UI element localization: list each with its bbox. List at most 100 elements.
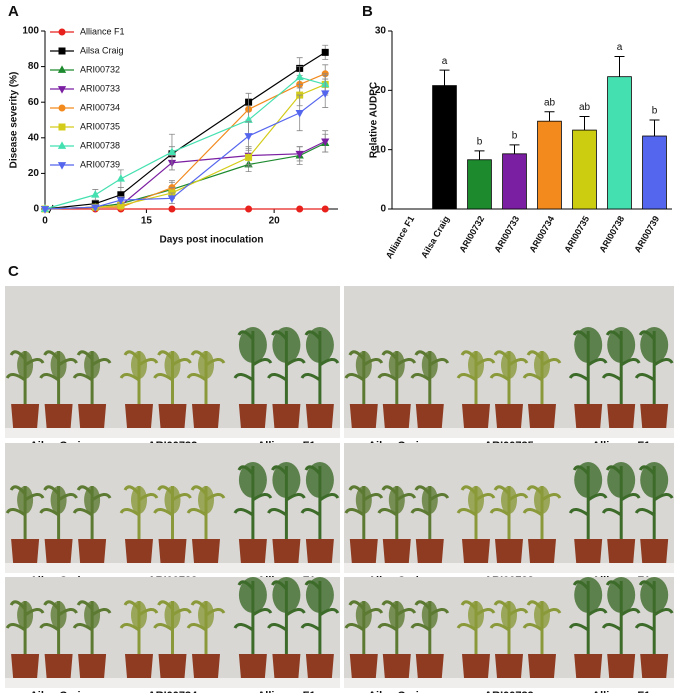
foliage xyxy=(388,601,405,629)
marker xyxy=(116,174,126,182)
bar xyxy=(467,159,492,210)
foliage xyxy=(84,486,101,514)
pot xyxy=(607,539,636,563)
marker xyxy=(58,123,66,131)
marker xyxy=(245,205,253,213)
shelf xyxy=(5,428,340,438)
y-tick-label: 10 xyxy=(375,144,387,155)
pot xyxy=(192,654,220,678)
significance-letter: b xyxy=(512,131,518,142)
shelf xyxy=(5,678,340,688)
marker xyxy=(321,138,330,146)
series-line xyxy=(44,142,326,210)
x-tick-label: 20 xyxy=(269,216,281,227)
foliage xyxy=(534,351,550,379)
pot xyxy=(11,539,40,563)
x-axis-label: Days post inoculation xyxy=(160,235,264,246)
bar xyxy=(607,76,632,210)
x-tick-label: ARI00739 xyxy=(632,214,661,254)
marker xyxy=(321,90,330,98)
pot xyxy=(305,404,334,428)
foliage xyxy=(164,486,181,514)
marker xyxy=(321,48,329,56)
pot xyxy=(192,404,220,428)
foliage xyxy=(640,577,669,613)
pot xyxy=(462,404,490,428)
marker xyxy=(58,104,66,112)
bar xyxy=(572,129,597,210)
legend-label: ARI00733 xyxy=(80,83,120,93)
shelf xyxy=(5,563,340,573)
shelf xyxy=(344,428,674,438)
pot xyxy=(44,539,73,563)
significance-letter: b xyxy=(477,136,483,147)
significance-letter: a xyxy=(442,56,448,67)
x-tick-label: 0 xyxy=(42,216,48,227)
x-tick-label: 15 xyxy=(141,216,153,227)
y-axis-label: Disease severity (%) xyxy=(9,72,20,169)
foliage xyxy=(607,577,636,613)
x-tick-label: ARI00738 xyxy=(597,214,626,254)
shelf xyxy=(344,678,674,688)
foliage xyxy=(501,486,517,514)
pot xyxy=(462,654,490,678)
x-tick-label: Alliance F1 xyxy=(384,214,416,260)
pot xyxy=(238,654,267,678)
y-tick-label: 40 xyxy=(28,132,40,143)
foliage xyxy=(17,601,34,629)
x-tick-label: Ailsa Craig xyxy=(419,214,451,260)
foliage xyxy=(305,462,334,498)
foliage xyxy=(574,327,603,363)
foliage xyxy=(305,327,334,363)
pot xyxy=(11,404,40,428)
pot xyxy=(44,404,73,428)
marker xyxy=(168,205,176,213)
foliage xyxy=(238,327,267,363)
error-bar xyxy=(544,111,555,122)
plant xyxy=(267,330,306,406)
photo-label: Alliance F1 xyxy=(257,690,315,693)
pot xyxy=(158,654,187,678)
shelf xyxy=(344,563,674,573)
pot xyxy=(528,404,556,428)
photo-label: ARI00739 xyxy=(484,690,534,693)
marker xyxy=(321,205,329,213)
panel-label: B xyxy=(362,3,373,20)
foliage xyxy=(468,351,484,379)
plant xyxy=(568,465,608,541)
bar xyxy=(502,153,527,210)
photo-label: Alliance F1 xyxy=(592,690,650,693)
pot xyxy=(574,404,603,428)
pot xyxy=(382,404,411,428)
bar xyxy=(642,135,667,210)
marker xyxy=(295,150,304,159)
foliage xyxy=(305,577,334,613)
pot xyxy=(125,539,153,563)
pot xyxy=(78,404,107,428)
marker xyxy=(57,162,67,170)
legend-label: ARI00738 xyxy=(80,140,120,150)
y-tick-label: 20 xyxy=(375,85,387,96)
pot xyxy=(415,654,444,678)
legend-label: ARI00732 xyxy=(80,64,120,74)
foliage xyxy=(355,601,372,629)
plant xyxy=(300,580,340,656)
marker xyxy=(91,190,100,198)
foliage xyxy=(421,601,438,629)
foliage xyxy=(574,577,603,613)
foliage xyxy=(501,601,517,629)
foliage xyxy=(468,601,484,629)
pot xyxy=(305,654,334,678)
pot xyxy=(607,404,636,428)
marker xyxy=(91,204,100,212)
bar xyxy=(537,120,562,210)
y-tick-label: 0 xyxy=(33,204,39,215)
pot xyxy=(382,539,411,563)
foliage xyxy=(84,601,101,629)
plant xyxy=(233,580,273,656)
pot xyxy=(640,404,669,428)
pot xyxy=(349,404,378,428)
marker xyxy=(245,153,253,161)
pot xyxy=(640,539,669,563)
pot xyxy=(192,539,220,563)
